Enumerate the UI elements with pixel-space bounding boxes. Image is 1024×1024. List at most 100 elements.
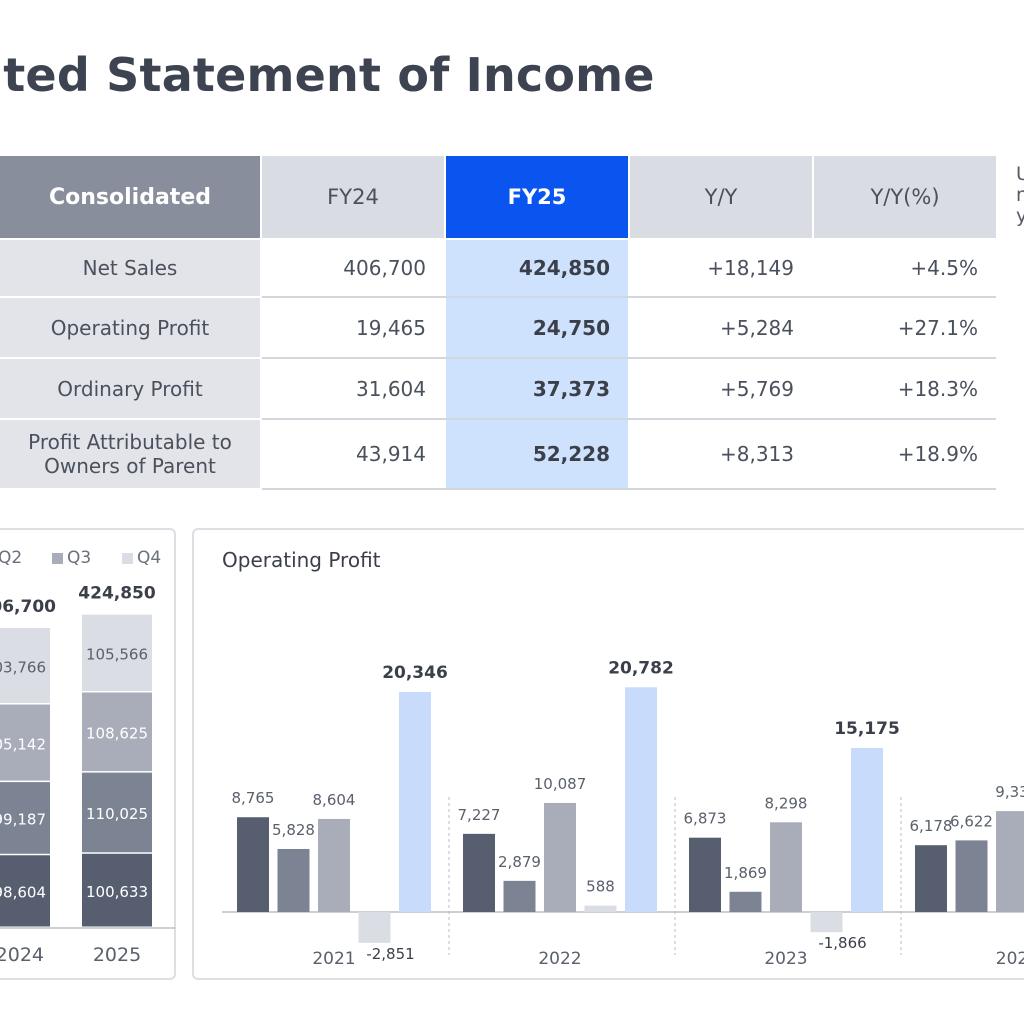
bar-2024-1: [915, 845, 947, 912]
segment-label: 05,142: [0, 735, 46, 753]
cell-ordinary-profit-fy24: 31,604: [356, 376, 426, 401]
operating-profit-title: Operating Profit: [222, 548, 381, 572]
segment-label: 99,187: [0, 811, 46, 829]
legend-q2: Q2: [0, 548, 23, 568]
cell-operating-profit-yyp: +27.1%: [897, 315, 978, 340]
row-divider: [262, 488, 996, 490]
cell-net-sales-yy: +18,149: [707, 256, 794, 280]
category-label: 2022: [538, 949, 581, 969]
row-divider: [262, 296, 996, 298]
legend-q4-swatch: [122, 552, 133, 564]
data-label: 6,622: [950, 812, 993, 830]
cell-profit-attributable-fy25: 52,228: [446, 420, 628, 488]
bar-2023-1: [689, 837, 721, 912]
bar-2021-4: [358, 912, 391, 943]
data-label: 7,227: [458, 806, 501, 824]
bar-2021-2: [277, 848, 310, 912]
bar-2021-3: [318, 818, 350, 912]
data-label: 6,178: [910, 817, 953, 835]
cell-profit-attributable-fy24: 43,914: [356, 442, 426, 466]
bar-2024-2: [955, 840, 988, 912]
bar-2023-5: [851, 747, 883, 912]
segment-label: 03,766: [0, 658, 46, 676]
stack-segment-2025-q3: [82, 692, 152, 772]
data-label: 8,604: [313, 791, 356, 809]
bar-2021-5: [399, 692, 431, 912]
stack-segment-2024-q3: [0, 704, 50, 781]
row-label-operating-profit: Operating Profit: [0, 298, 260, 357]
row-divider: [262, 418, 996, 420]
cell-ordinary-profit-yyp: +18.3%: [897, 376, 978, 401]
cell-net-sales-yyp: +4.5%: [910, 256, 978, 280]
bar-2022-3: [544, 802, 576, 912]
page-title: ated Statement of Income: [0, 48, 655, 102]
legend-q3: Q3: [52, 548, 91, 568]
bar-2024-3: [996, 811, 1024, 912]
data-label: 8,298: [765, 794, 808, 812]
bar-2022-2: [503, 880, 536, 912]
data-label: 1,869: [724, 864, 767, 882]
data-label: 5,828: [272, 821, 315, 839]
cell-net-sales-fy24: 406,700: [343, 256, 426, 280]
data-label: 20,782: [608, 658, 674, 678]
data-label: 9,33: [995, 783, 1024, 801]
segment-label: 100,633: [86, 883, 148, 901]
total-label: 06,700: [0, 597, 56, 617]
header-fy24: FY24: [262, 156, 444, 238]
legend-q3-swatch: [52, 552, 63, 564]
bar-2023-3: [770, 822, 802, 912]
segment-label: 110,025: [86, 805, 148, 823]
header-consolidated: Consolidated: [0, 156, 260, 238]
stack-segment-2024-q4: [0, 628, 50, 704]
cell-profit-attributable-yy: +8,313: [719, 442, 794, 466]
header-yy-percent: Y/Y(%): [814, 156, 996, 238]
segment-label: 98,604: [0, 884, 46, 902]
stack-segment-2024-q1: [0, 855, 50, 927]
category-label: 202: [996, 949, 1024, 969]
bar-2023-4: [810, 912, 843, 933]
cell-operating-profit-yy: +5,284: [719, 315, 794, 340]
segment-label: 108,625: [86, 725, 148, 743]
row-label-ordinary-profit: Ordinary Profit: [0, 359, 260, 418]
cell-net-sales-fy25: 424,850: [446, 240, 628, 296]
row-label-net-sales: Net Sales: [0, 240, 260, 296]
data-label: -2,851: [366, 945, 414, 963]
side-note: U n y: [1016, 163, 1024, 227]
header-yy: Y/Y: [630, 156, 812, 238]
bar-2023-2: [729, 891, 762, 912]
total-label: 424,850: [78, 584, 156, 604]
category-label: 2023: [764, 949, 807, 969]
cell-ordinary-profit-yy: +5,769: [719, 376, 794, 401]
category-label: 2021: [312, 949, 355, 969]
data-label: -1,866: [818, 934, 866, 952]
data-label: 8,765: [232, 789, 275, 807]
cell-profit-attributable-yyp: +18.9%: [897, 442, 978, 466]
data-label: 588: [586, 878, 615, 896]
bar-2022-1: [463, 833, 495, 912]
row-label-profit-attributable: Profit Attributable to Owners of Parent: [0, 420, 260, 488]
data-label: 15,175: [834, 719, 900, 739]
bar-2021-1: [237, 817, 269, 912]
data-label: 20,346: [382, 663, 448, 683]
stack-segment-2024-q2: [0, 782, 50, 854]
data-label: 6,873: [684, 810, 727, 828]
stack-segment-2025-q4: [82, 614, 152, 691]
cell-operating-profit-fy25: 24,750: [446, 298, 628, 357]
data-label: 2,879: [498, 853, 541, 871]
bar-2022-4: [584, 905, 617, 912]
legend-q4: Q4: [122, 548, 161, 568]
stack-segment-2025-q1: [82, 853, 152, 927]
category-label: 2024: [0, 944, 44, 966]
cell-operating-profit-fy24: 19,465: [356, 315, 426, 340]
segment-label: 105,566: [86, 646, 148, 664]
category-label: 2025: [93, 944, 141, 966]
data-label: 10,087: [534, 775, 587, 793]
cell-ordinary-profit-fy25: 37,373: [446, 359, 628, 418]
bar-2022-5: [625, 687, 657, 912]
row-divider: [262, 357, 996, 359]
operating-profit-panel: [192, 528, 1024, 980]
header-fy25: FY25: [446, 156, 628, 238]
